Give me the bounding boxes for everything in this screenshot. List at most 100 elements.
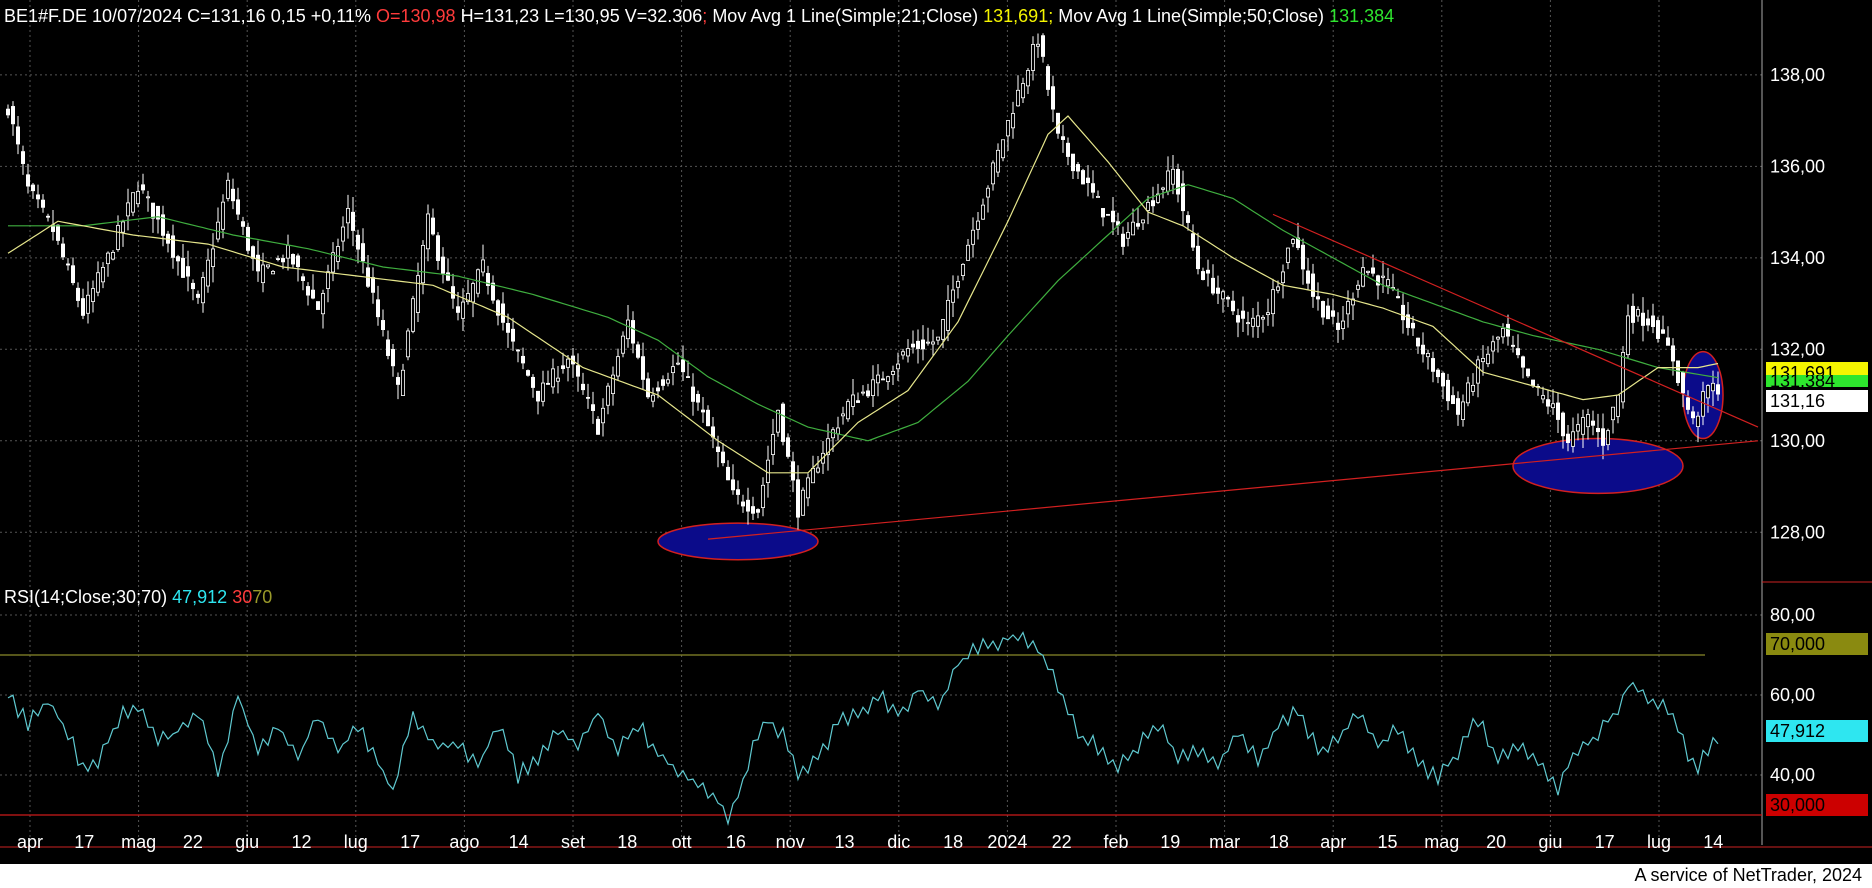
candle-body [1221,291,1226,300]
candle-body [345,208,350,224]
price-tick-label: 128,00 [1770,522,1825,542]
x-tick-label: set [561,832,585,852]
candle-body [440,256,445,274]
x-tick-label: 17 [74,832,94,852]
x-tick-label: 12 [291,832,311,852]
highlight-ellipse [657,522,819,561]
candle-body [756,509,761,513]
candle-body [1461,401,1466,420]
candle-body [531,376,536,388]
candle-body [200,277,205,304]
close-price-tag: 131,16 [1766,390,1868,412]
candle-body [1671,345,1676,362]
candle-body [275,258,280,260]
x-tick-label: 14 [509,832,529,852]
candle-body [1196,245,1201,270]
candle-body [1436,369,1441,378]
candle-body [631,320,636,344]
candle-body [1151,200,1156,207]
x-tick-label: 20 [1486,832,1506,852]
candle-body [1046,66,1051,90]
candle-body [1451,395,1456,405]
candle-body [300,276,305,281]
candle-body [801,489,806,516]
candle-body [375,299,380,318]
x-tick-label: 17 [1595,832,1615,852]
candle-body [380,320,385,331]
candle-body [20,151,25,164]
candle-body [116,225,121,250]
x-tick-label: mag [121,832,156,852]
candle-body [1206,269,1211,274]
candle-body [225,179,230,199]
candle-body [906,348,911,357]
candle-body [480,259,485,273]
candle-body [106,252,111,265]
candle-body [1586,414,1591,428]
x-tick-label: dic [887,832,910,852]
candle-body [946,299,951,331]
candle-body [926,341,931,344]
candle-body [1276,286,1281,291]
candle-body [405,330,410,358]
candle-body [1591,420,1596,426]
candle-body [101,267,106,283]
candle-body [971,229,976,245]
candle-body [1646,318,1651,326]
candle-body [10,106,15,125]
candle-body [160,214,165,236]
candle-body [556,377,561,382]
candle-body [6,108,11,116]
candle-body [96,272,101,293]
candle-body [991,162,996,185]
candle-body [1101,208,1106,218]
price-tick-label: 138,00 [1770,65,1825,85]
candle-body [1226,296,1231,300]
header-separator-2: ; [1048,6,1054,26]
candle-body [1486,353,1491,365]
candle-body [666,379,671,384]
candle-body [1106,213,1111,216]
candle-body [816,467,821,473]
footer-band [0,864,1872,888]
candle-body [686,376,691,378]
candle-body [240,221,245,227]
candle-body [1321,301,1326,318]
candle-body [155,205,160,220]
candle-body [791,461,796,481]
candle-body [1376,275,1381,286]
candle-body [71,265,76,284]
candle-body [626,319,631,340]
rsi-30-tag: 30,000 [1766,794,1868,816]
candle-body [931,341,936,345]
candle-body [976,220,981,230]
x-tick-label: 22 [1052,832,1072,852]
symbol-quote-text: BE1#F.DE 10/07/2024 C=131,16 0,15 +0,11% [4,6,371,26]
candle-body [1521,356,1526,368]
candle-body [1421,344,1426,355]
candle-body [30,184,35,192]
candle-body [310,289,315,299]
candle-body [1026,70,1031,87]
candle-body [56,224,61,241]
candle-body [781,403,786,442]
candle-body [901,351,906,356]
candle-body [866,390,871,397]
ma50-value-tag: 131,384 [1766,375,1868,387]
candle-body [1616,394,1621,417]
candle-body [1006,120,1011,137]
candle-body [1156,193,1161,203]
candle-body [1171,168,1176,185]
candle-body [1581,417,1586,435]
x-tick-label: giu [1538,832,1562,852]
candle-body [230,188,235,202]
candle-body [841,413,846,417]
ma50-line [8,184,1719,442]
candle-body [46,215,51,218]
ma21-label: Mov Avg 1 Line(Simple;21;Close) [712,6,979,26]
candle-body [1406,314,1411,328]
x-tick-label: 14 [1703,832,1723,852]
candle-body [851,394,856,407]
candle-body [320,293,325,315]
candle-body [1476,359,1481,384]
